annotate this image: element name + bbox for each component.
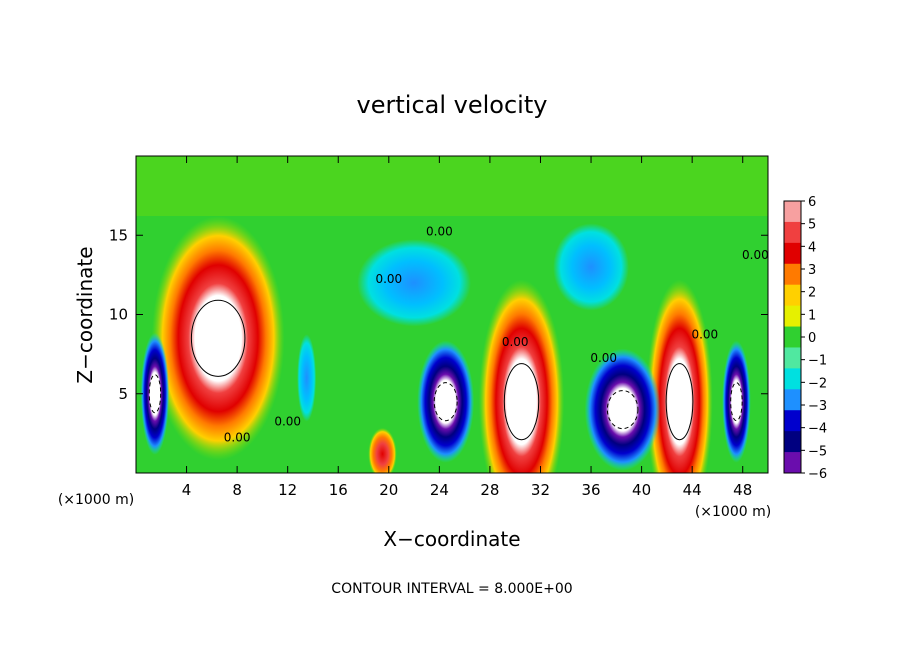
- colorbar-label-3: 3: [808, 263, 816, 278]
- colorbar-label-1: 5: [808, 218, 816, 233]
- colorbar-segment-4: [784, 284, 801, 307]
- velocity-field: [136, 156, 768, 473]
- y-tick-label-2: 15: [109, 226, 128, 244]
- downdraft-cell-4: [140, 332, 170, 455]
- y-axis: 5 10 15: [109, 226, 768, 403]
- contour-label-4: 0.00: [691, 327, 718, 341]
- colorbar-segment-2: [784, 242, 801, 265]
- y-tick-label-1: 10: [109, 306, 128, 324]
- contour-line-7: [606, 390, 639, 430]
- x-tick-label-9: 40: [632, 481, 651, 499]
- contour-label-5: 0.00: [742, 248, 769, 262]
- contour-label-7: 0.00: [274, 414, 301, 428]
- upper-field-band: [136, 156, 768, 216]
- x-unit-right: (×1000 m): [695, 504, 771, 520]
- downdraft-cell-9: [357, 239, 471, 327]
- downdraft-cell-7: [584, 348, 661, 471]
- plot-area: [136, 156, 768, 473]
- colorbar-segment-3: [784, 263, 801, 286]
- x-tick-label-10: 44: [683, 481, 702, 499]
- colorbar-segment-6: [784, 326, 801, 348]
- x-tick-label-4: 20: [379, 481, 398, 499]
- contour-line-1: [503, 363, 540, 441]
- contour-line-8: [730, 382, 743, 422]
- updraft-cell-2: [646, 279, 713, 473]
- colorbar-segment-11: [784, 431, 801, 453]
- x-tick-label-6: 28: [480, 481, 499, 499]
- updraft-cell-0: [151, 216, 285, 461]
- colorbar-label-8: −2: [808, 376, 827, 391]
- contour-line-6: [433, 382, 458, 422]
- downdraft-cell-10: [553, 223, 629, 311]
- x-axis: 4 8 12 16 20 24 28 32 36 40 44 48: [182, 156, 752, 499]
- colorbar-label-4: 2: [808, 286, 816, 301]
- y-tick-label-0: 5: [118, 385, 128, 403]
- colorbar-label-5: 1: [808, 308, 816, 323]
- contour-label-2: 0.00: [375, 272, 402, 286]
- colorbar-label-7: −1: [808, 354, 827, 369]
- colorbar-segment-12: [784, 452, 801, 474]
- colorbar-label-6: 0: [808, 331, 816, 346]
- colorbar-label-12: −6: [808, 467, 827, 482]
- x-tick-label-1: 8: [232, 481, 242, 499]
- colorbar-segment-5: [784, 305, 801, 328]
- colorbar: 6 5 4 3 2 1 0 −1 −2 −3 −4 −5 −6: [783, 195, 827, 482]
- x-tick-label-3: 16: [329, 481, 348, 499]
- colorbar-segment-7: [784, 347, 801, 369]
- colorbar-segment-8: [784, 368, 801, 390]
- x-tick-label-5: 24: [430, 481, 449, 499]
- contour-line-0: [190, 299, 246, 377]
- contour-label-6: 0.00: [224, 430, 251, 444]
- colorbar-label-9: −3: [808, 399, 827, 414]
- colorbar-segment-9: [784, 389, 801, 411]
- contour-label-1: 0.00: [426, 224, 453, 238]
- x-tick-label-11: 48: [733, 481, 752, 499]
- colorbar-segment-1: [784, 221, 801, 244]
- colorbar-segment-0: [784, 201, 801, 223]
- chart-title: vertical velocity: [357, 91, 548, 119]
- x-tick-label-7: 32: [531, 481, 550, 499]
- contour-label-0: 0.00: [502, 335, 529, 349]
- colorbar-label-0: 6: [808, 195, 816, 210]
- colorbar-label-10: −4: [808, 422, 827, 437]
- x-axis-label: X−coordinate: [383, 527, 520, 551]
- x-tick-label-8: 36: [581, 481, 600, 499]
- colorbar-label-11: −5: [808, 444, 827, 459]
- contour-label-3: 0.00: [590, 351, 617, 365]
- updraft-cell-3: [368, 427, 397, 473]
- x-unit-left: (×1000 m): [58, 492, 134, 508]
- zero-contours: 0.00 0.00 0.00 0.00 0.00 0.00 0.00 0.00: [148, 224, 769, 444]
- x-tick-label-2: 12: [278, 481, 297, 499]
- downdraft-cell-5: [297, 334, 317, 422]
- colorbar-label-2: 4: [808, 240, 816, 255]
- y-axis-label: Z−coordinate: [73, 246, 97, 383]
- colorbar-segment-10: [784, 410, 801, 432]
- x-tick-label-0: 4: [182, 481, 192, 499]
- contour-line-2: [665, 363, 694, 441]
- updraft-cell-1: [478, 279, 565, 473]
- downdraft-cell-6: [417, 340, 475, 463]
- contour-interval-note: CONTOUR INTERVAL = 8.000E+00: [331, 581, 572, 597]
- downdraft-cell-8: [722, 340, 751, 463]
- contour-line-4: [148, 374, 162, 414]
